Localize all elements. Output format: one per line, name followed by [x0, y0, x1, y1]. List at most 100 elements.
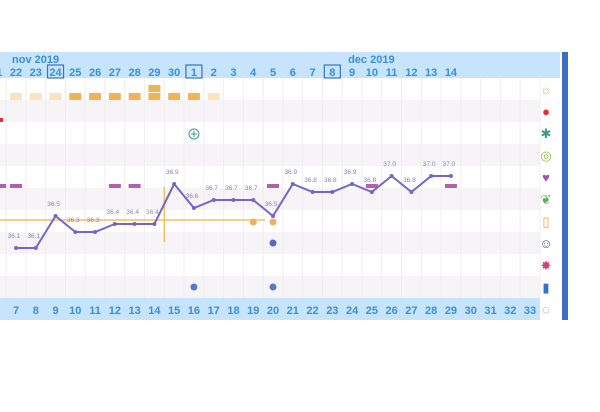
temperature-point: [14, 246, 18, 250]
top-date: 3: [230, 67, 236, 79]
header-bar: [0, 52, 560, 78]
rings-icon[interactable]: ◎: [540, 148, 552, 163]
top-date: 24: [49, 67, 62, 79]
temperature-point: [251, 198, 256, 202]
bottle-icon[interactable]: ▯: [542, 214, 550, 229]
cycle-day[interactable]: 7: [13, 305, 19, 317]
bacteria-icon[interactable]: ✱: [540, 126, 552, 141]
mood-dot: [269, 239, 277, 247]
cycle-day[interactable]: 31: [484, 305, 496, 317]
temperature-point: [191, 206, 196, 210]
month-label: nov 2019: [12, 54, 59, 66]
temperature-point: [429, 174, 434, 178]
plus-icon: [190, 131, 197, 137]
top-date: 26: [89, 67, 101, 79]
temperature-point: [112, 222, 117, 226]
cycle-day[interactable]: 29: [445, 305, 457, 317]
cycle-day[interactable]: 26: [386, 305, 398, 317]
temperature-label: 36.6: [186, 193, 199, 200]
cycle-day[interactable]: 20: [267, 305, 279, 317]
temperature-point: [33, 246, 38, 250]
top-date: 22: [10, 67, 22, 79]
temperature-label: 36.5: [47, 201, 60, 208]
document-icon[interactable]: ▮: [542, 280, 550, 295]
top-date: 30: [168, 67, 180, 79]
sidebar-scrollbar[interactable]: [562, 52, 568, 320]
top-date: 25: [69, 67, 81, 79]
cycle-day[interactable]: 10: [69, 305, 81, 317]
flow-mark: [69, 93, 82, 100]
symptom-dot: [269, 218, 277, 226]
cycle-day[interactable]: 25: [366, 305, 378, 317]
recycle-icon[interactable]: ◌: [542, 302, 550, 317]
cycle-day[interactable]: 27: [405, 305, 417, 317]
temperature-point: [172, 182, 177, 186]
intercourse-mark: [444, 184, 457, 188]
cycle-day[interactable]: 30: [465, 305, 477, 317]
flow-mark: [207, 93, 220, 100]
temperature-label: 36.9: [344, 169, 357, 176]
flow-mark: [187, 93, 200, 100]
temperature-label: 36.4: [107, 209, 120, 216]
temperature-point: [290, 182, 295, 186]
temperature-label: 36.1: [8, 233, 21, 240]
cycle-day[interactable]: 22: [306, 305, 318, 317]
cycle-day[interactable]: 32: [504, 305, 516, 317]
symptom-dot: [249, 218, 257, 226]
heart-icon[interactable]: ♥: [542, 170, 550, 185]
leaf-icon[interactable]: ❦: [540, 192, 552, 207]
temperature-point: [271, 214, 276, 218]
cycle-day[interactable]: 16: [188, 305, 200, 317]
top-date: 6: [290, 67, 296, 79]
temperature-point: [73, 230, 78, 234]
cycle-day[interactable]: 15: [168, 305, 180, 317]
cycle-day[interactable]: 18: [227, 305, 239, 317]
cycle-day[interactable]: 23: [326, 305, 338, 317]
cycle-day[interactable]: 12: [109, 305, 121, 317]
cycle-day[interactable]: 8: [33, 305, 39, 317]
top-date: 4: [250, 67, 257, 79]
cycle-day[interactable]: 9: [52, 305, 58, 317]
cycle-day[interactable]: 14: [148, 305, 161, 317]
temperature-point: [330, 190, 335, 194]
sun-icon[interactable]: ☼: [540, 82, 552, 97]
note-dot: [190, 283, 198, 291]
temperature-point: [132, 222, 137, 226]
cycle-day[interactable]: 28: [425, 305, 437, 317]
cycle-day[interactable]: 17: [208, 305, 220, 317]
temperature-label: 37.0: [423, 161, 436, 168]
temperature-label: 36.7: [225, 185, 238, 192]
intercourse-mark: [0, 184, 7, 188]
temperature-point: [53, 214, 58, 218]
top-date: 11: [386, 67, 398, 79]
cycle-day[interactable]: 13: [128, 305, 140, 317]
cycle-day[interactable]: 21: [287, 305, 299, 317]
bleeding-mark: [0, 118, 3, 122]
row-stripe: [0, 188, 540, 210]
smiley-icon[interactable]: ☺: [539, 236, 553, 251]
temperature-label: 36.7: [245, 185, 258, 192]
bottom-axis: [0, 298, 540, 320]
cycle-day[interactable]: 24: [346, 305, 359, 317]
cycle-day[interactable]: 33: [524, 305, 536, 317]
drop-icon[interactable]: ●: [542, 104, 550, 119]
pain-icon[interactable]: ✸: [540, 258, 552, 273]
temperature-point: [448, 174, 453, 178]
top-date: 10: [366, 67, 378, 79]
temperature-label: 36.3: [67, 217, 80, 224]
temperature-point: [350, 182, 355, 186]
intercourse-mark: [128, 184, 141, 188]
cycle-day[interactable]: 11: [89, 305, 101, 317]
flow-mark: [128, 93, 141, 100]
add-note-icon: [188, 128, 200, 140]
top-date: 28: [128, 67, 140, 79]
top-date: 2: [211, 67, 217, 79]
temperature-label: 36.4: [126, 209, 139, 216]
today-box: [185, 64, 203, 79]
temperature-point: [211, 198, 216, 202]
cycle-day[interactable]: 19: [247, 305, 259, 317]
flow-mark: [29, 93, 42, 100]
temperature-point: [409, 190, 414, 194]
top-date: 7: [309, 67, 315, 79]
